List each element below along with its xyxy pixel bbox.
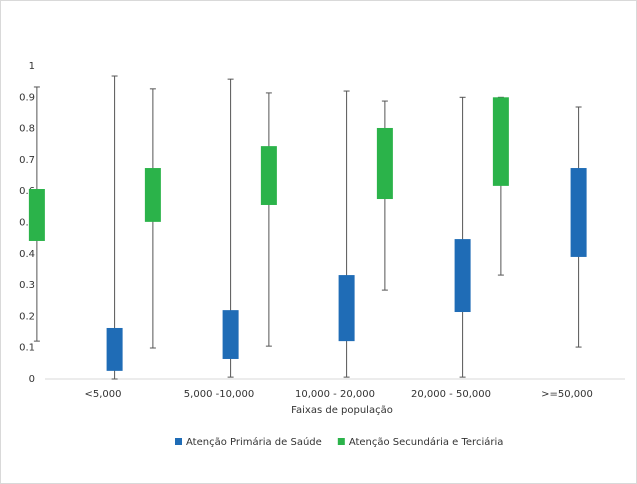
box — [106, 327, 123, 371]
x-tick-label: 10,000 - 20,000 — [295, 389, 375, 400]
legend-swatch — [337, 438, 345, 445]
y-tick-label: 1 — [29, 61, 35, 72]
box — [338, 275, 355, 342]
box — [260, 146, 277, 205]
box — [376, 127, 393, 200]
box — [28, 189, 45, 241]
box — [570, 168, 587, 257]
y-tick-label: 0.7 — [19, 155, 35, 166]
y-tick-label: 0.5 — [19, 218, 35, 229]
legend-label: Atenção Secundária e Terciária — [349, 436, 504, 448]
y-tick-label: 0.6 — [19, 186, 35, 197]
box — [144, 168, 161, 222]
y-tick-label: 0.9 — [19, 92, 35, 103]
x-tick-label: 5,000 -10,000 — [184, 389, 254, 400]
x-tick-label: >=50,000 — [541, 389, 593, 400]
y-tick-label: 0.2 — [19, 311, 35, 322]
box — [454, 239, 471, 313]
x-tick-label: 20,000 - 50,000 — [411, 389, 491, 400]
y-tick-label: 0.3 — [19, 280, 35, 291]
y-tick-label: 0 — [29, 374, 35, 385]
y-tick-label: 0.8 — [19, 124, 35, 135]
x-tick-label: <5,000 — [84, 389, 121, 400]
x-axis-label: Faixas de população — [291, 405, 393, 416]
box — [492, 97, 509, 186]
y-tick-label: 0.4 — [19, 249, 35, 260]
legend-label: Atenção Primária de Saúde — [186, 436, 322, 448]
legend-swatch — [175, 438, 182, 445]
y-tick-label: 0.1 — [19, 343, 35, 354]
box — [222, 310, 239, 359]
